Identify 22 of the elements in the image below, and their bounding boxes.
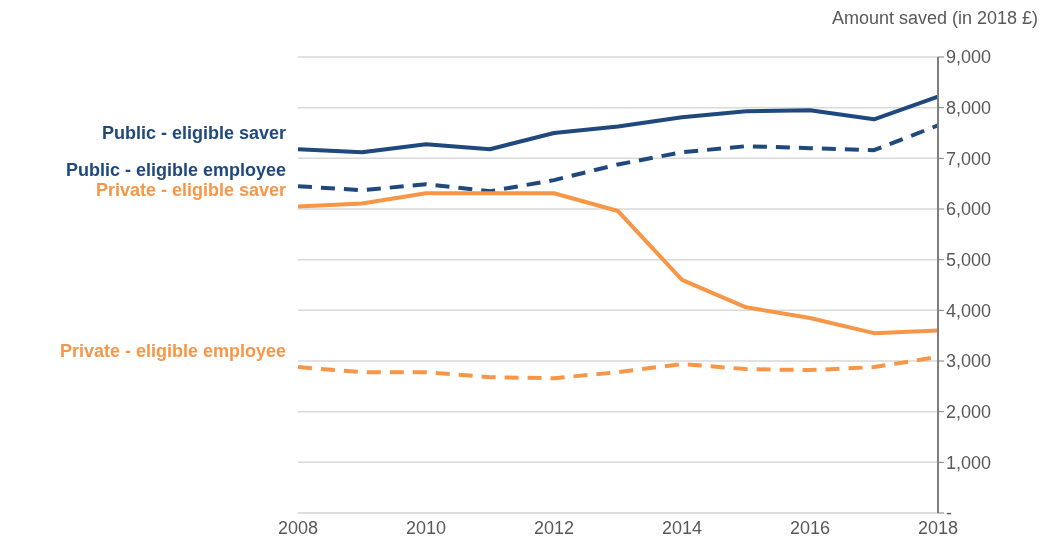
y-tick-label: 8,000 [946, 98, 992, 119]
y-tick-label: 4,000 [946, 300, 992, 321]
y-tick-label: 9,000 [946, 47, 992, 68]
x-tick-label: 2008 [277, 517, 319, 538]
y-tick-label: 1,000 [946, 452, 992, 473]
y-tick-label: 3,000 [946, 351, 992, 372]
y-tick-label: 7,000 [946, 148, 992, 169]
line-series [298, 94, 938, 155]
y-axis-title: Amount saved (in 2018 £) [831, 8, 1038, 29]
y-tick-label: 5,000 [946, 250, 992, 271]
y-tick-label: 6,000 [946, 199, 992, 220]
series-label: Public - eligible saver [101, 123, 286, 144]
x-tick-label: 2012 [533, 517, 575, 538]
series-label: Private - eligible employee [59, 341, 286, 362]
line-series [298, 191, 938, 336]
series-label: Private - eligible saver [95, 180, 286, 201]
x-tick-label: 2014 [661, 517, 703, 538]
x-tick-label: 2010 [405, 517, 447, 538]
y-tick-label: 2,000 [946, 402, 992, 423]
line-series [298, 123, 938, 194]
series-label: Public - eligible employee [65, 160, 286, 181]
x-tick-label: 2016 [789, 517, 831, 538]
